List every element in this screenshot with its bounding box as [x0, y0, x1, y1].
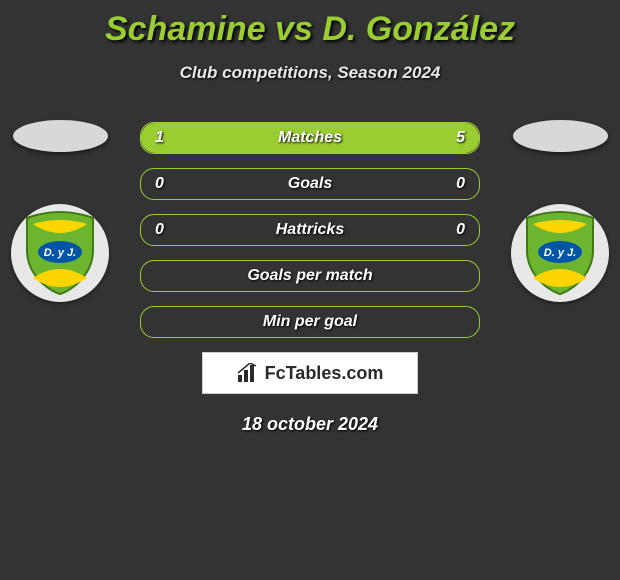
bar-chart-icon — [237, 363, 259, 383]
player-right-club-logo: D. y J. — [511, 204, 609, 302]
stat-value-left: 0 — [141, 175, 191, 193]
stat-label: Goals per match — [191, 267, 429, 285]
player-left-avatar-placeholder — [13, 120, 108, 152]
player-right-avatar-placeholder — [513, 120, 608, 152]
stat-value-left: 1 — [141, 129, 191, 147]
brand-text: FcTables.com — [265, 363, 384, 384]
stat-value-right: 0 — [429, 175, 479, 193]
stat-label: Matches — [191, 129, 429, 147]
brand-box: FcTables.com — [202, 352, 418, 394]
stat-row: 0Hattricks0 — [140, 214, 480, 246]
player-right-column: D. y J. — [500, 120, 620, 302]
stat-label: Hattricks — [191, 221, 429, 239]
stat-value-right: 0 — [429, 221, 479, 239]
stat-row: 0Goals0 — [140, 168, 480, 200]
shield-text: D. y J. — [544, 247, 576, 259]
player-left-column: D. y J. — [0, 120, 120, 302]
page-subtitle: Club competitions, Season 2024 — [0, 63, 620, 83]
stats-column: 1Matches50Goals00Hattricks0Goals per mat… — [140, 122, 480, 435]
stat-value-right: 5 — [429, 129, 479, 147]
stat-value-left: 0 — [141, 221, 191, 239]
shield-icon: D. y J. — [23, 210, 97, 296]
stat-label: Goals — [191, 175, 429, 193]
stat-row: Min per goal — [140, 306, 480, 338]
stat-label: Min per goal — [191, 313, 429, 331]
stat-row: Goals per match — [140, 260, 480, 292]
shield-text: D. y J. — [44, 247, 76, 259]
stat-row: 1Matches5 — [140, 122, 480, 154]
player-left-club-logo: D. y J. — [11, 204, 109, 302]
date-label: 18 october 2024 — [140, 414, 480, 435]
page-title: Schamine vs D. González — [0, 0, 620, 49]
shield-icon: D. y J. — [523, 210, 597, 296]
